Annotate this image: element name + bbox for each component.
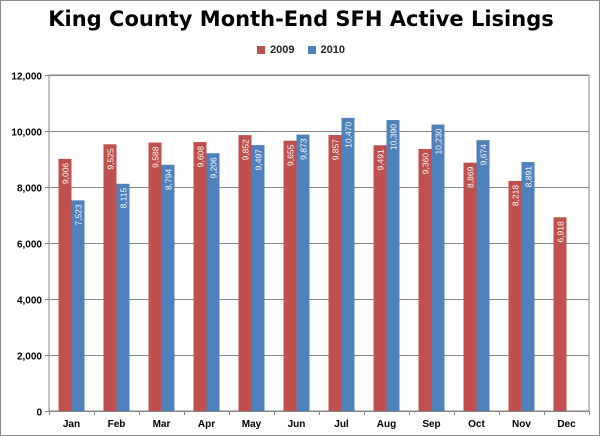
y-tick-label: 10,000 bbox=[11, 128, 42, 139]
bar-2010 bbox=[341, 117, 355, 411]
bar-2009 bbox=[193, 141, 207, 411]
data-label-2009: 9,852 bbox=[241, 139, 251, 161]
legend-item-2010: 2010 bbox=[307, 44, 346, 56]
chart-title: King County Month-End SFH Active Lisings bbox=[48, 7, 554, 31]
legend-label-2010: 2010 bbox=[320, 44, 346, 56]
x-tick-label: Jul bbox=[334, 419, 349, 430]
bar-2009 bbox=[373, 145, 387, 411]
bar-2009 bbox=[283, 140, 297, 411]
data-label-2010: 9,674 bbox=[479, 144, 489, 166]
bar-2010 bbox=[386, 120, 400, 411]
y-tick-label: 4,000 bbox=[17, 296, 42, 307]
data-label-2010: 8,115 bbox=[119, 188, 129, 209]
y-tick-label: 6,000 bbox=[17, 240, 42, 251]
data-label-2010: 9,497 bbox=[254, 149, 264, 171]
bar-2009 bbox=[148, 142, 162, 411]
y-tick-label: 12,000 bbox=[11, 72, 42, 83]
x-tick-label: May bbox=[242, 419, 262, 430]
data-label-2010: 8,794 bbox=[164, 169, 174, 191]
data-label-2009: 8,869 bbox=[466, 166, 476, 188]
x-tick-label: Oct bbox=[468, 419, 485, 430]
data-label-2009: 6,918 bbox=[556, 221, 566, 243]
bar-2010 bbox=[116, 183, 130, 411]
x-tick-label: Jan bbox=[63, 419, 80, 430]
bar-2010 bbox=[251, 145, 265, 412]
data-label-2009: 9,491 bbox=[376, 149, 386, 171]
bar-2009 bbox=[238, 135, 252, 412]
data-label-2009: 9,857 bbox=[331, 139, 341, 161]
data-label-2010: 9,206 bbox=[209, 157, 219, 179]
data-label-2009: 9,588 bbox=[151, 146, 161, 168]
data-label-2010: 10,470 bbox=[344, 122, 354, 148]
data-label-2010: 10,230 bbox=[434, 128, 444, 154]
data-label-2009: 8,218 bbox=[511, 185, 521, 207]
bar-2010 bbox=[161, 164, 175, 411]
bar-2009 bbox=[553, 217, 567, 411]
bar-2009 bbox=[103, 144, 117, 412]
data-label-2010: 8,891 bbox=[524, 166, 534, 188]
bar-2010 bbox=[521, 162, 535, 411]
x-tick-label: Nov bbox=[512, 419, 531, 430]
bar-2010 bbox=[206, 153, 220, 411]
y-tick-label: 8,000 bbox=[17, 184, 42, 195]
y-tick-label: 2,000 bbox=[17, 352, 42, 363]
data-label-2009: 9,360 bbox=[421, 153, 431, 175]
legend-item-2009: 2009 bbox=[256, 44, 295, 56]
bar-2010 bbox=[71, 200, 85, 411]
legend-swatch-2010 bbox=[307, 46, 316, 54]
x-tick-label: Feb bbox=[108, 419, 126, 430]
legend-label-2009: 2009 bbox=[269, 44, 295, 56]
bar-2009 bbox=[508, 180, 522, 411]
data-label-2010: 10,390 bbox=[389, 124, 399, 150]
x-tick-label: Mar bbox=[153, 419, 171, 430]
bar-2009 bbox=[463, 162, 477, 411]
x-tick-label: Apr bbox=[198, 419, 215, 430]
data-label-2009: 9,655 bbox=[286, 144, 296, 166]
bar-2010 bbox=[476, 140, 490, 412]
x-tick-label: Jun bbox=[288, 419, 306, 430]
chart-legend: 2009 2010 bbox=[1, 44, 600, 57]
legend-swatch-2009 bbox=[256, 46, 265, 54]
x-tick-label: Sep bbox=[422, 419, 440, 430]
data-label-2009: 9,525 bbox=[106, 148, 116, 170]
bar-2010 bbox=[296, 134, 310, 411]
y-tick-label: 0 bbox=[36, 408, 42, 419]
bar-2009 bbox=[328, 135, 342, 411]
bar-2009 bbox=[418, 148, 432, 412]
bar-2009 bbox=[58, 158, 72, 411]
x-tick-label: Dec bbox=[557, 419, 576, 430]
data-label-2010: 7,523 bbox=[74, 204, 84, 226]
data-label-2009: 9,608 bbox=[196, 146, 206, 168]
bar-2010 bbox=[431, 124, 445, 411]
data-label-2010: 9,873 bbox=[299, 138, 309, 160]
data-label-2009: 9,006 bbox=[61, 163, 71, 185]
x-tick-label: Aug bbox=[377, 419, 396, 430]
